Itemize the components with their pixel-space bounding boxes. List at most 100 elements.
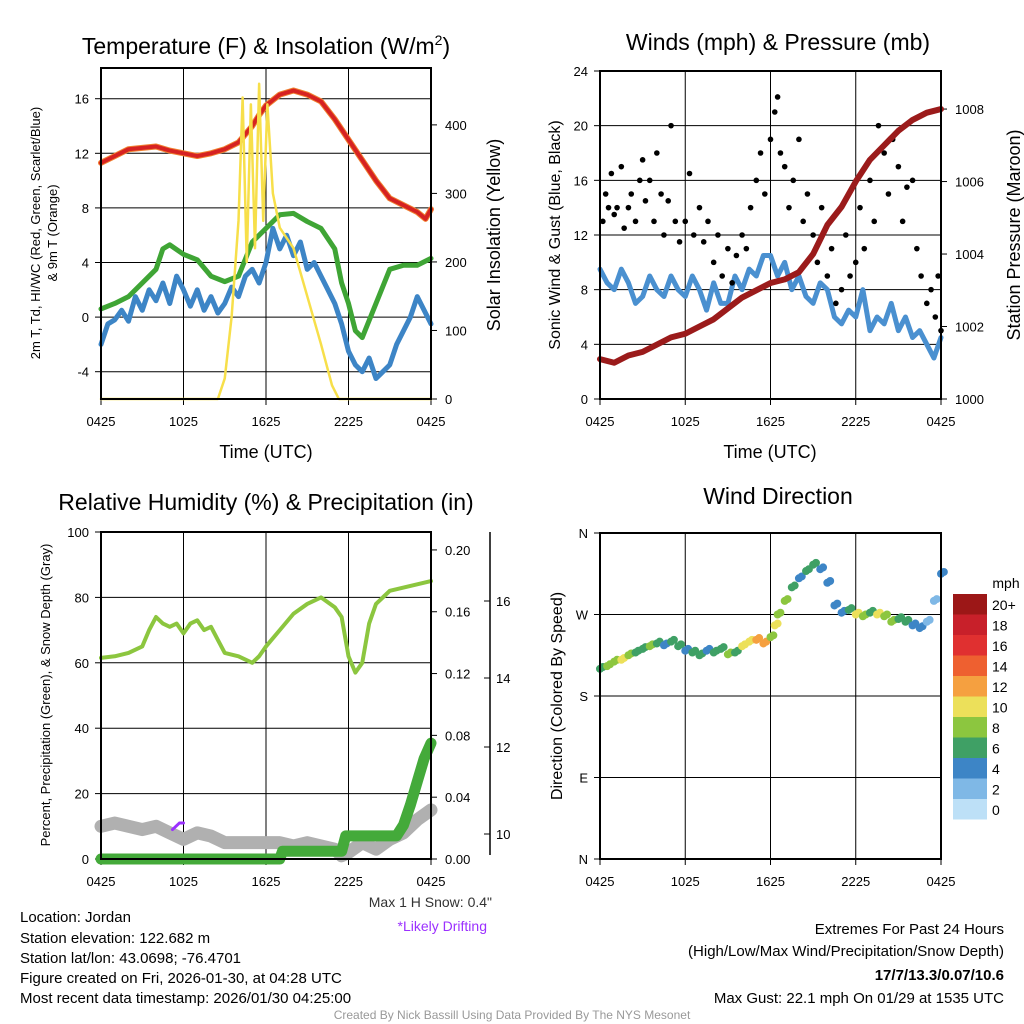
- gust-point: [843, 232, 849, 238]
- plot-frame: [599, 532, 942, 860]
- gust-point: [800, 218, 806, 225]
- y2-tick-label: 0.04: [445, 790, 470, 805]
- gust-point: [796, 136, 802, 143]
- gust-point: [838, 286, 845, 293]
- gust-point: [774, 94, 781, 100]
- colorbar-label: 16: [992, 638, 1008, 654]
- y-tick-label: S: [579, 689, 588, 704]
- colorbar-swatch: [953, 676, 987, 697]
- colorbar-swatch: [953, 655, 987, 676]
- temp-xlabel: Time (UTC): [219, 442, 312, 462]
- gust-point: [833, 300, 839, 307]
- y2-tick-label: 0.16: [445, 605, 470, 620]
- y-tick-label: 0: [581, 392, 588, 407]
- gust-point: [665, 198, 671, 204]
- gust-point: [700, 239, 707, 245]
- plot-frame: [100, 531, 432, 860]
- colorbar-label: 0: [992, 802, 1000, 818]
- gust-point: [639, 157, 646, 163]
- y-tick-label: 20: [574, 119, 588, 134]
- colorbar-swatch: [953, 635, 987, 656]
- series-solar-line: [99, 82, 433, 401]
- colorbar-label: 14: [992, 659, 1008, 675]
- gust-point: [786, 204, 792, 211]
- extremes-title: Extremes For Past 24 Hours: [815, 921, 1004, 938]
- gust-point: [904, 184, 910, 190]
- gust-point: [705, 218, 711, 225]
- direction-point: [776, 608, 785, 617]
- y-tick-label: E: [579, 771, 588, 786]
- y-tick-label: 8: [82, 201, 89, 216]
- temp-ylabel-1: 2m T, Td, HI/WC (Red, Green, Scarlet/Blu…: [28, 107, 43, 359]
- gust-point: [814, 259, 821, 266]
- gust-point: [895, 163, 902, 170]
- y-tick-label: 4: [82, 256, 89, 271]
- gust-point: [729, 280, 735, 286]
- series-wc-line: [98, 225, 434, 382]
- direction-point: [847, 604, 856, 613]
- gust-point: [875, 122, 882, 129]
- x-tick-label: 1025: [169, 874, 198, 889]
- wind-ylabel: Sonic Wind & Gust (Blue, Black): [547, 120, 564, 349]
- x-tick-label: 0425: [417, 874, 446, 889]
- gust-point: [651, 218, 657, 225]
- gust-point: [824, 273, 831, 279]
- colorbar-swatch: [953, 594, 987, 615]
- gust-point: [871, 218, 878, 225]
- y2-tick-label: 0.08: [445, 728, 470, 743]
- gust-point: [767, 136, 774, 143]
- y2-tick-label: 0.00: [445, 852, 470, 867]
- direction-point: [797, 572, 806, 581]
- temp-y2label: Solar Insolation (Yellow): [484, 139, 504, 331]
- y2-tick-label: 0.20: [445, 543, 470, 558]
- wind-panel-title: Winds (mph) & Pressure (mb): [626, 29, 930, 55]
- colorbar-label: 18: [992, 618, 1008, 634]
- colorbar-swatch: [953, 696, 987, 717]
- recent-timestamp: Most recent data timestamp: 2026/01/30 0…: [20, 990, 351, 1007]
- gust-point: [661, 232, 667, 238]
- series-td-line: [98, 210, 434, 341]
- y-tick-label: 12: [75, 146, 89, 161]
- colorbar-label: 2: [992, 782, 1000, 798]
- gust-point: [923, 300, 930, 307]
- gust-point: [654, 150, 660, 156]
- gust-point: [628, 191, 635, 197]
- gust-point: [733, 252, 740, 259]
- gust-point: [621, 225, 627, 231]
- wind-speed-line: [597, 253, 944, 361]
- y-tick-label: 100: [67, 525, 89, 540]
- gust-point: [682, 218, 689, 225]
- x-tick-label: 1025: [169, 414, 198, 429]
- x-tick-label: 1625: [756, 874, 785, 889]
- gust-point: [852, 259, 859, 266]
- plot-frame: [599, 70, 942, 400]
- series-temp-line: [99, 88, 433, 221]
- direction-point: [676, 640, 685, 649]
- y-tick-label: -4: [77, 365, 89, 380]
- direction-point: [833, 599, 842, 608]
- gust-point: [739, 232, 745, 238]
- colorbar-swatch: [953, 778, 987, 799]
- y-tick-label: 8: [581, 283, 588, 298]
- gust-point: [781, 163, 788, 170]
- direction-ylabel: Direction (Colored By Speed): [549, 592, 566, 800]
- drift-marker: [171, 821, 185, 832]
- direction-point: [669, 635, 678, 644]
- y2-tick-label: 300: [445, 186, 467, 201]
- y-tick-label: 4: [581, 337, 588, 352]
- max-gust: Max Gust: 22.1 mph On 01/29 at 1535 UTC: [714, 990, 1004, 1007]
- y2-tick-label: 1008: [955, 102, 984, 117]
- y-tick-label: 20: [75, 787, 89, 802]
- drifting-label: *Likely Drifting: [398, 918, 487, 934]
- gust-point: [818, 204, 825, 211]
- colorbar-swatch: [953, 758, 987, 779]
- gust-point: [646, 177, 653, 184]
- direction-point: [932, 595, 941, 604]
- gust-point: [600, 218, 606, 225]
- gust-point: [608, 170, 615, 177]
- direction-point: [819, 563, 828, 572]
- credit: Created By Nick Bassill Using Data Provi…: [334, 1008, 691, 1022]
- temp-ylabel-2: & 9m T (Orange): [45, 184, 60, 281]
- gust-point: [861, 245, 868, 252]
